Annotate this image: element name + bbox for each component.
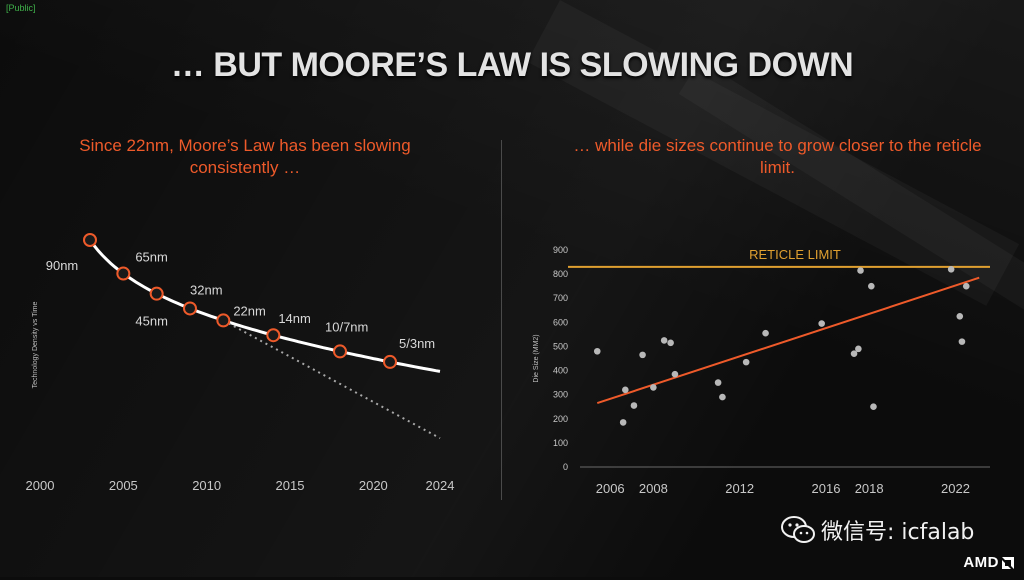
data-point: [660, 337, 668, 344]
x-tick-label: 2006: [596, 481, 625, 496]
left-subtitle: Since 22nm, Moore’s Law has been slowing…: [79, 136, 411, 177]
y-tick-label: 400: [553, 366, 568, 376]
classification-tag: [Public]: [6, 3, 36, 13]
y-tick-label: 600: [553, 317, 568, 327]
data-point: [947, 265, 955, 273]
y-axis-label: Technology Density vs Time: [32, 302, 39, 389]
node-label: 90nm: [46, 258, 79, 273]
node-point: [183, 301, 197, 316]
x-tick-label: 2005: [109, 478, 138, 493]
y-tick-label: 0: [563, 462, 568, 472]
density-chart: 2000 2005 2010 2015 2020 2024 Technology Densi…: [26, 233, 455, 493]
x-tick-label: 2000: [26, 478, 55, 493]
node-label: 32nm: [190, 282, 223, 297]
y-tick-label: 800: [553, 269, 568, 279]
data-point: [719, 393, 726, 401]
x-tick-label: 2020: [359, 478, 388, 493]
data-point: [714, 379, 722, 386]
node-label: 45nm: [135, 314, 168, 329]
data-point: [850, 350, 858, 357]
panel-divider: [501, 140, 502, 500]
data-point: [622, 386, 629, 394]
data-point: [650, 384, 657, 391]
amd-arrow-icon: [1002, 556, 1014, 569]
node-point: [383, 354, 397, 369]
node-point: [216, 313, 231, 328]
y-axis-label: Die Size (MM2): [533, 334, 540, 382]
density-curve: [88, 239, 441, 373]
x-tick-label: 2016: [812, 481, 841, 496]
node-label: 10/7nm: [325, 319, 368, 334]
data-point: [868, 282, 875, 290]
wechat-watermark: 微信号: icfalab: [781, 514, 974, 546]
x-tick-label: 2012: [725, 481, 754, 496]
node-point: [149, 286, 164, 301]
data-point: [818, 320, 825, 327]
y-tick-label: 100: [553, 438, 568, 448]
die-size-chart: 0 100 200 300 400 500 600 700 800 900 2006 2008 2012…: [533, 245, 990, 496]
wechat-icon: [781, 516, 815, 543]
y-tick-label: 700: [553, 293, 568, 303]
trend-extrapolation-line: [222, 319, 441, 440]
data-point: [742, 358, 750, 366]
right-subtitle: … while die sizes continue to grow close…: [573, 136, 982, 177]
data-point: [593, 347, 601, 355]
node-label: 22nm: [233, 303, 266, 318]
reticle-limit-label: RETICLE LIMIT: [749, 247, 841, 262]
data-point: [762, 329, 769, 337]
trend-line: [596, 276, 980, 405]
data-point: [857, 267, 864, 274]
data-point: [855, 345, 862, 353]
node-label: 5/3nm: [399, 336, 435, 351]
node-label: 14nm: [278, 311, 311, 326]
data-point: [956, 313, 964, 320]
amd-logo: AMD: [963, 554, 1014, 571]
y-tick-label: 300: [553, 390, 568, 400]
amd-logo-text: AMD: [963, 554, 999, 571]
x-tick-label: 2008: [639, 481, 668, 496]
y-tick-label: 900: [553, 245, 568, 255]
node-point: [83, 233, 97, 247]
node-point: [333, 344, 347, 359]
data-point: [667, 339, 674, 347]
y-tick-label: 200: [553, 414, 568, 424]
data-point: [671, 370, 679, 378]
x-tick-label: 2015: [276, 478, 305, 493]
slide-title: … BUT MOORE’S LAW IS SLOWING DOWN: [170, 46, 854, 84]
data-point: [870, 403, 877, 411]
x-tick-label: 2018: [855, 481, 884, 496]
x-tick-label: 2024: [426, 478, 455, 493]
data-point: [958, 338, 966, 345]
data-point: [962, 282, 970, 290]
node-point: [116, 266, 131, 281]
watermark-text: 微信号: icfalab: [821, 520, 975, 545]
node-point: [266, 328, 281, 343]
x-tick-label: 2022: [941, 481, 970, 496]
node-label: 65nm: [135, 250, 168, 265]
data-point: [639, 351, 646, 359]
data-point: [619, 419, 627, 426]
y-tick-label: 500: [553, 341, 568, 351]
x-tick-label: 2010: [192, 478, 221, 493]
data-point: [630, 402, 638, 409]
